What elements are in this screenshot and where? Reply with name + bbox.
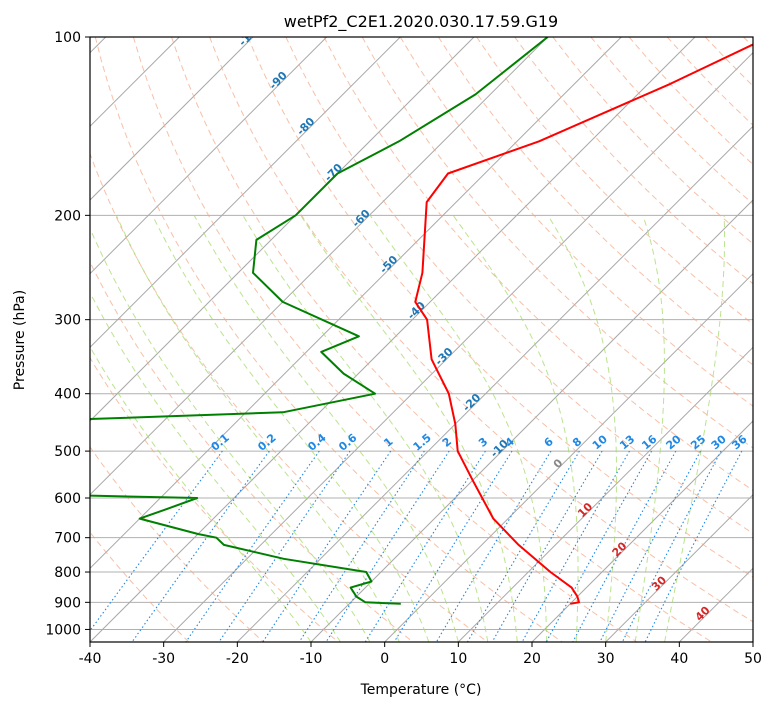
chart-title: wetPf2_C2E1.2020.030.17.59.G19: [284, 12, 558, 32]
y-tick-label: 900: [54, 595, 81, 611]
y-tick-label: 500: [54, 444, 81, 460]
x-tick-label: -40: [79, 651, 102, 667]
x-tick-label: -20: [226, 651, 249, 667]
y-tick-label: 300: [54, 313, 81, 329]
x-tick-label: 40: [670, 651, 688, 667]
x-axis-label: Temperature (°C): [360, 682, 482, 698]
x-tick-label: 50: [744, 651, 762, 667]
x-tick-label: -30: [152, 651, 175, 667]
y-tick-label: 700: [54, 531, 81, 547]
x-tick-label: 30: [597, 651, 615, 667]
y-tick-label: 100: [54, 30, 81, 46]
y-tick-label: 200: [54, 208, 81, 224]
y-tick-label: 800: [54, 565, 81, 581]
x-tick-label: -10: [300, 651, 323, 667]
x-tick-label: 20: [523, 651, 541, 667]
y-tick-label: 600: [54, 491, 81, 507]
y-tick-label: 400: [54, 387, 81, 403]
x-tick-label: 0: [380, 651, 389, 667]
y-tick-label: 1000: [45, 622, 81, 638]
y-axis-label: Pressure (hPa): [12, 290, 28, 390]
x-tick-label: 10: [449, 651, 467, 667]
